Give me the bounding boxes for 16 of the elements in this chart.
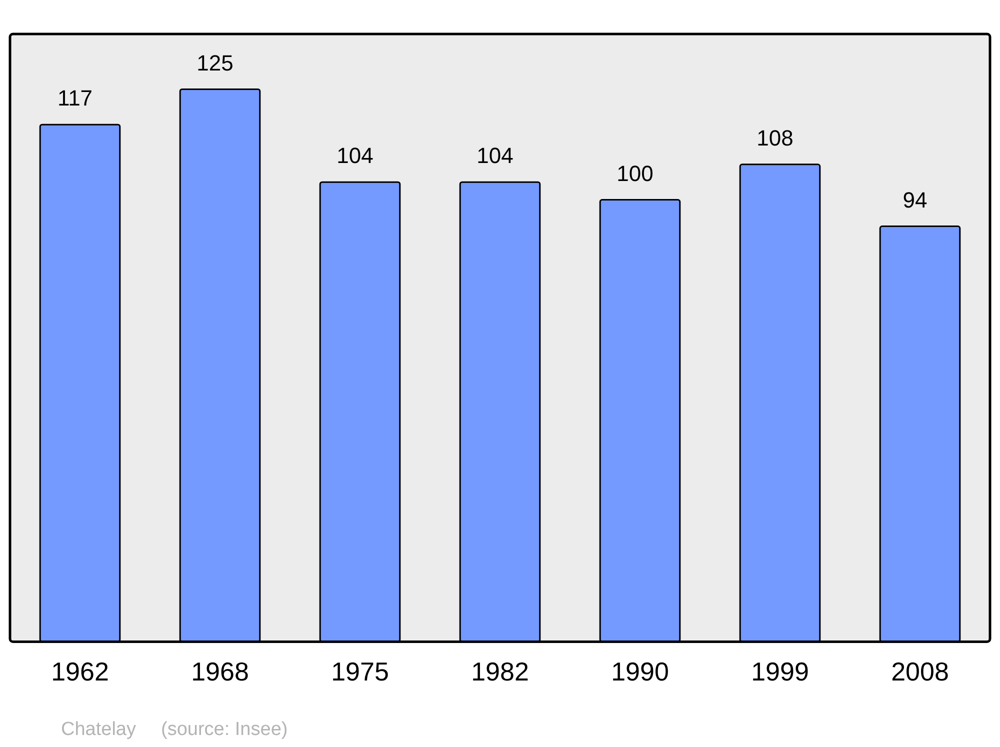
x-tick-label: 1975 (331, 656, 389, 687)
data-label: 125 (196, 50, 234, 76)
x-tick-label: 1982 (471, 656, 529, 687)
x-tick-label: 1962 (51, 656, 109, 687)
x-tick-label: 2008 (891, 656, 949, 687)
data-label: 108 (756, 125, 794, 150)
text: (source: Insee) (160, 719, 288, 740)
data-label: 104 (336, 143, 374, 168)
x-tick-label: 1968 (191, 656, 249, 687)
data-label: 104 (476, 143, 514, 168)
data-label: 100 (616, 160, 654, 186)
x-tick-label: 1999 (751, 656, 809, 687)
data-label: 117 (57, 86, 93, 111)
data-label: 94 (902, 187, 928, 212)
text: Chatelay (61, 719, 136, 740)
x-tick-label: 1990 (611, 656, 669, 687)
